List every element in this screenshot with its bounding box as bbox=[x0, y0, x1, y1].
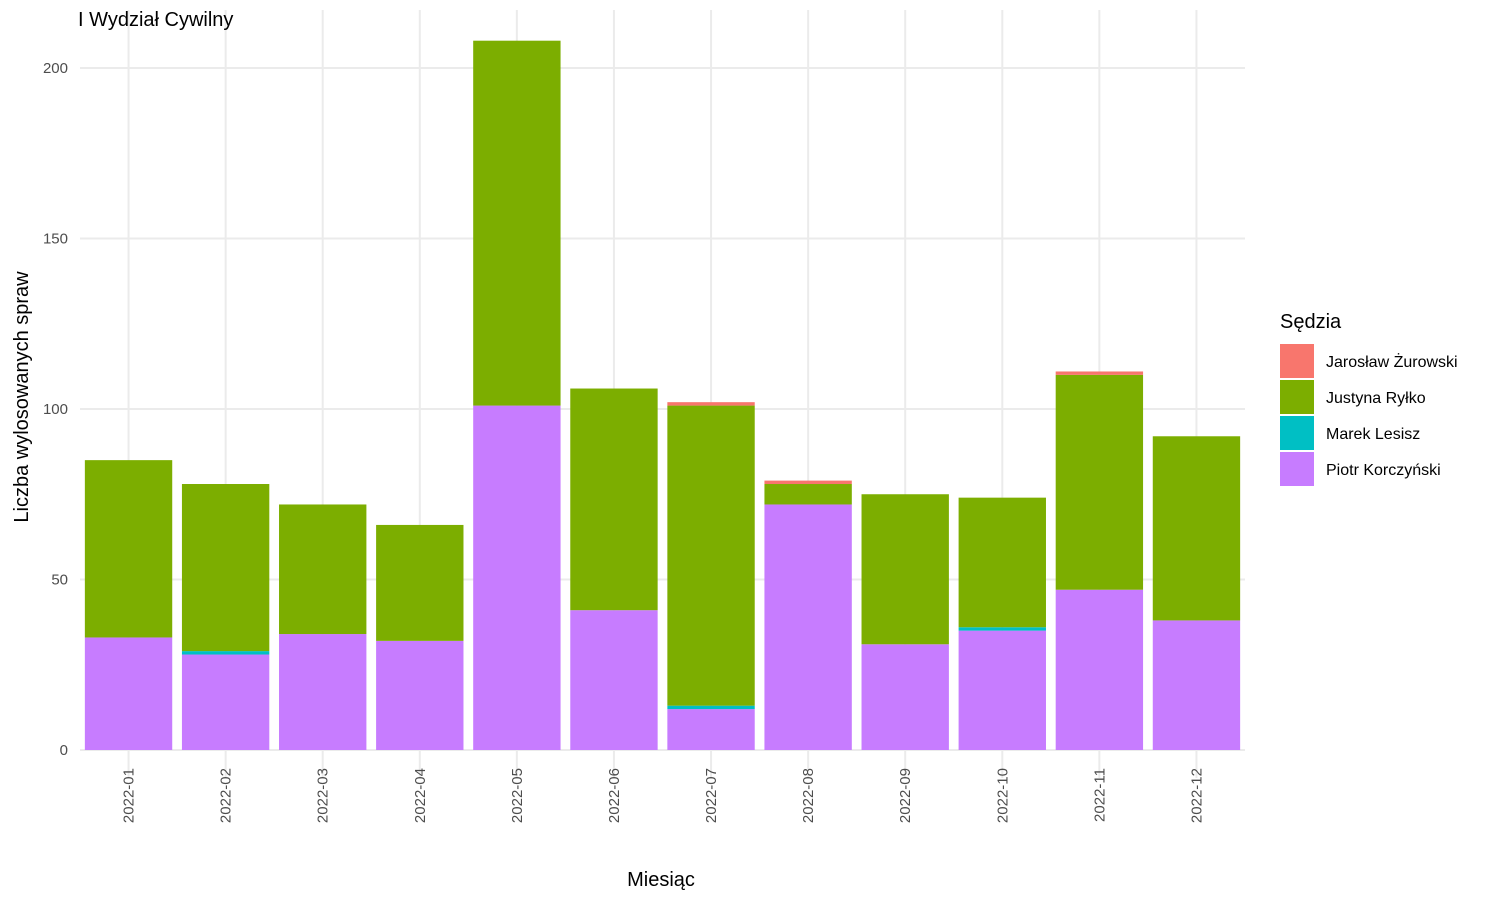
bar-segment bbox=[1152, 620, 1241, 750]
bar-segment bbox=[958, 630, 1046, 750]
legend-swatch bbox=[1280, 344, 1314, 378]
legend-title: Sędzia bbox=[1280, 311, 1342, 333]
bar-segment bbox=[1055, 374, 1144, 590]
bar-segment bbox=[1055, 371, 1144, 375]
x-tick-label: 2022-04 bbox=[412, 768, 429, 823]
bar-segment bbox=[1152, 436, 1241, 621]
legend-label: Piotr Korczyński bbox=[1326, 462, 1441, 479]
bar-segment bbox=[667, 705, 755, 710]
y-tick-label: 200 bbox=[43, 60, 68, 77]
x-tick-label: 2022-03 bbox=[315, 768, 332, 823]
bar-segment bbox=[570, 388, 658, 611]
bar-segment bbox=[279, 504, 367, 635]
bar-segment bbox=[84, 637, 173, 750]
bar-segment bbox=[667, 402, 755, 406]
y-axis-ticks: 0 50 100 150 200 bbox=[43, 60, 68, 759]
bar-segment bbox=[181, 654, 270, 750]
y-tick-label: 0 bbox=[60, 742, 68, 759]
legend-label: Jarosław Żurowski bbox=[1326, 352, 1458, 371]
bar-segment bbox=[570, 610, 658, 750]
x-axis-ticks: 2022-01 2022-02 2022-03 2022-04 2022-05 2022-… bbox=[121, 768, 1206, 823]
bars-layer bbox=[84, 40, 1241, 750]
x-tick-label: 2022-06 bbox=[606, 768, 623, 823]
bar-segment bbox=[764, 504, 852, 750]
bar-segment bbox=[764, 484, 852, 505]
x-tick-label: 2022-02 bbox=[218, 768, 235, 823]
legend: Sędzia Jarosław Żurowski Justyna Ryłko Mar… bbox=[1280, 311, 1458, 486]
bar-segment bbox=[473, 405, 561, 750]
y-tick-label: 150 bbox=[43, 230, 68, 247]
x-tick-label: 2022-10 bbox=[994, 768, 1011, 823]
bar-segment bbox=[861, 644, 949, 750]
bar-segment bbox=[473, 40, 561, 406]
bar-segment bbox=[958, 627, 1046, 631]
legend-swatch bbox=[1280, 416, 1314, 450]
legend-swatch bbox=[1280, 452, 1314, 486]
x-tick-label: 2022-05 bbox=[509, 768, 526, 823]
bar-segment bbox=[181, 484, 270, 652]
legend-items: Jarosław Żurowski Justyna Ryłko Marek Lesi… bbox=[1280, 344, 1458, 486]
bar-segment bbox=[84, 460, 173, 638]
x-tick-label: 2022-09 bbox=[897, 768, 914, 823]
x-tick-label: 2022-07 bbox=[703, 768, 720, 823]
y-axis-title: Liczba wylosowanych spraw bbox=[11, 271, 33, 523]
legend-label: Justyna Ryłko bbox=[1326, 390, 1426, 407]
bar-segment bbox=[861, 494, 949, 645]
x-tick-label: 2022-08 bbox=[800, 768, 817, 823]
bar-segment bbox=[958, 497, 1046, 628]
y-tick-label: 100 bbox=[43, 401, 68, 418]
bar-segment bbox=[376, 524, 464, 641]
bar-segment bbox=[376, 640, 464, 750]
y-tick-label: 50 bbox=[51, 571, 68, 588]
legend-swatch bbox=[1280, 380, 1314, 414]
x-axis-title: Miesiąc bbox=[627, 869, 695, 891]
bar-segment bbox=[667, 405, 755, 706]
bar-segment bbox=[279, 634, 367, 750]
bar-segment bbox=[1055, 589, 1144, 750]
bar-segment bbox=[181, 651, 270, 655]
chart-title: I Wydział Cywilny bbox=[78, 9, 233, 31]
bar-segment bbox=[764, 480, 852, 485]
x-tick-label: 2022-11 bbox=[1091, 768, 1108, 822]
legend-label: Marek Lesisz bbox=[1326, 426, 1420, 443]
bar-segment bbox=[667, 709, 755, 750]
x-tick-label: 2022-01 bbox=[121, 768, 138, 823]
x-tick-label: 2022-12 bbox=[1188, 768, 1205, 823]
